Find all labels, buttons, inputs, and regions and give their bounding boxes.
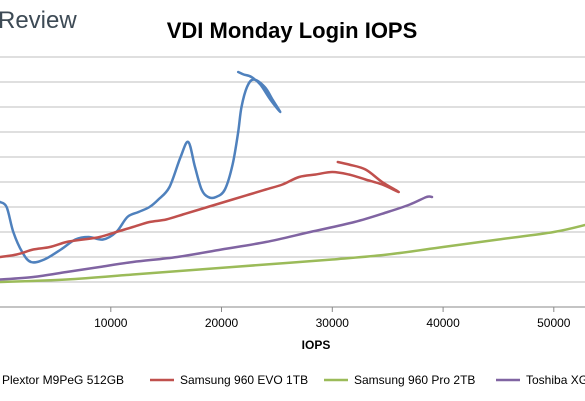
x-tick-label: 40000 [426, 316, 460, 330]
series-line-3 [0, 223, 585, 284]
series-line-4 [0, 195, 434, 281]
series-line-1 [0, 70, 282, 264]
series-lines [0, 70, 585, 284]
x-tick-label: 30000 [316, 316, 350, 330]
x-axis-ticks: 10000 20000 30000 40000 50000 [94, 307, 571, 330]
legend: Plextor M9PeG 512GB Samsung 960 EVO 1TB Sa… [2, 373, 585, 387]
legend-entry-2: Samsung 960 EVO 1TB [180, 373, 308, 387]
x-tick-label: 10000 [94, 316, 128, 330]
chart-title: VDI Monday Login IOPS [167, 18, 418, 43]
x-tick-label: 50000 [537, 316, 571, 330]
series-line-2 [0, 160, 401, 259]
gridlines [0, 56, 585, 308]
legend-entry-1: Plextor M9PeG 512GB [2, 373, 124, 387]
brand-logo-text: Review [0, 7, 77, 34]
x-axis-label: IOPS [302, 338, 331, 352]
legend-entry-4: Toshiba XG [526, 373, 585, 387]
x-tick-label: 20000 [205, 316, 239, 330]
legend-entry-3: Samsung 960 Pro 2TB [354, 373, 475, 387]
